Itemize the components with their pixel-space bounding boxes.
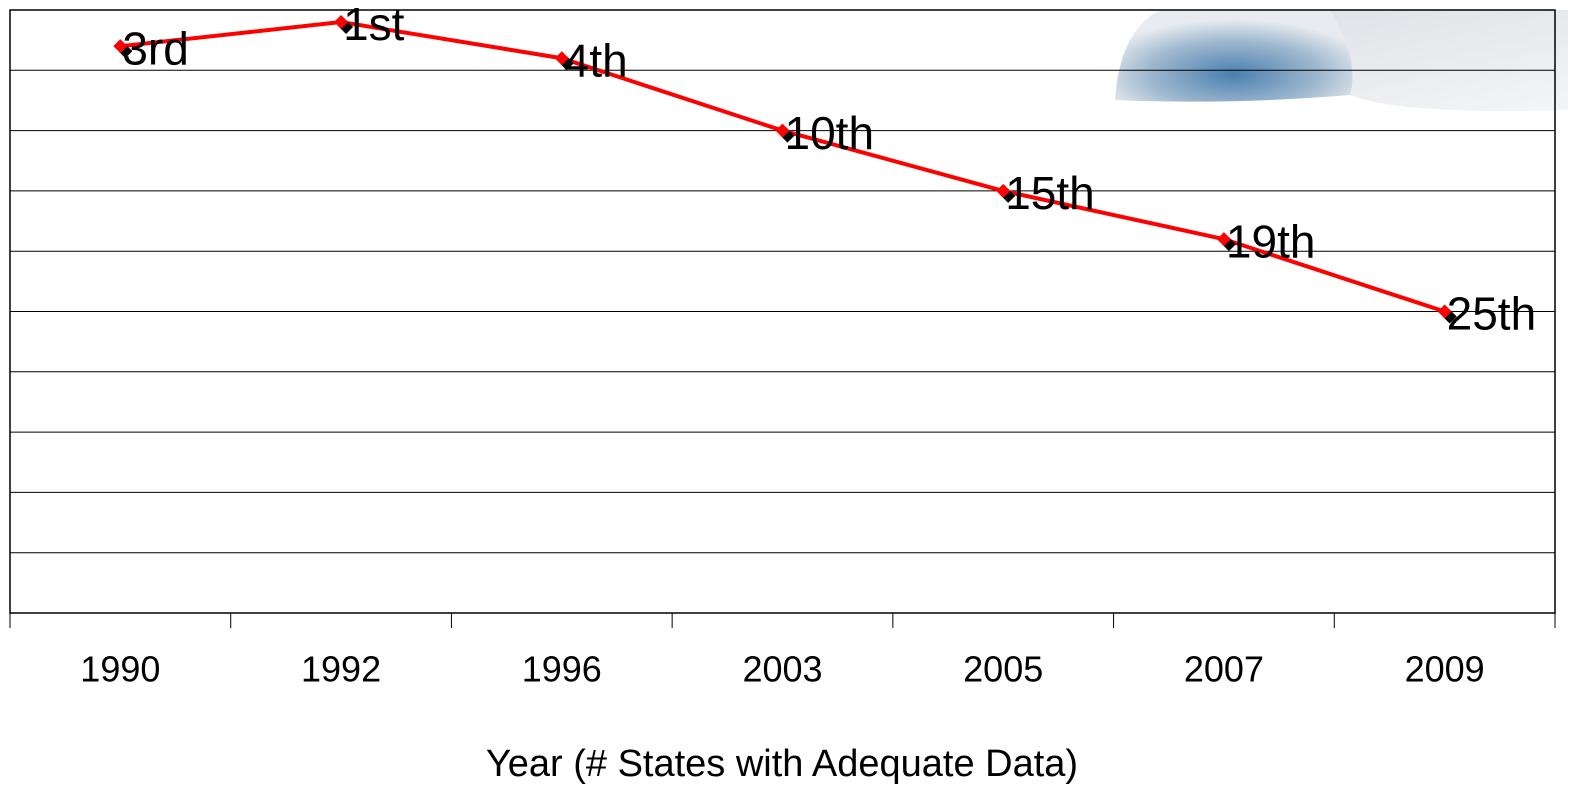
data-label: 10th: [785, 107, 875, 159]
x-tick-label: 2003: [742, 649, 822, 690]
x-tick-label: 1990: [80, 649, 160, 690]
data-label: 1st: [343, 0, 405, 50]
x-tick-label: 2009: [1405, 649, 1485, 690]
x-tick-label: 2007: [1184, 649, 1264, 690]
data-label: 4th: [564, 34, 628, 86]
x-tick-label: 1996: [522, 649, 602, 690]
data-label: 15th: [1005, 167, 1095, 219]
decorative-image: [1110, 10, 1568, 111]
data-label: 3rd: [122, 22, 188, 74]
x-axis-title: Year (# States with Adequate Data): [486, 743, 1078, 785]
data-label: 25th: [1447, 288, 1537, 340]
x-tick-label: 1992: [301, 649, 381, 690]
chart: 3rd 1st 4th 10th 15th 19th 25th Year (# States…: [0, 0, 1579, 795]
x-tick-label: 2005: [963, 649, 1043, 690]
data-label: 19th: [1226, 215, 1316, 267]
